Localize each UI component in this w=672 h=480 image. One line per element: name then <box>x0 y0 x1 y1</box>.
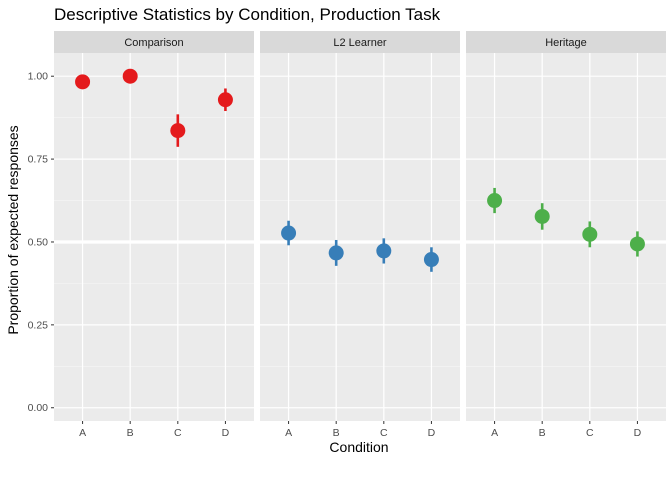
y-axis-title: Proportion of expected responses <box>5 125 21 334</box>
strip-background <box>466 31 666 53</box>
x-tick-label: B <box>127 427 134 439</box>
data-point <box>217 92 233 108</box>
strip-label: L2 Learner <box>333 37 387 49</box>
x-axis-title: Condition <box>329 439 388 455</box>
x-tick-label: C <box>174 427 182 439</box>
y-tick-label: 0.50 <box>28 236 49 248</box>
chart-title: Descriptive Statistics by Condition, Pro… <box>54 5 441 24</box>
y-tick-label: 0.25 <box>28 319 49 331</box>
x-tick-label: D <box>428 427 436 439</box>
y-tick-label: 1.00 <box>28 71 49 83</box>
panel-heritage: Heritage A B C D <box>466 31 666 439</box>
strip-label: Heritage <box>545 37 587 49</box>
y-tick-label: 0.75 <box>28 154 49 166</box>
x-tick-label: C <box>380 427 388 439</box>
data-point <box>534 208 550 224</box>
strip-background <box>54 31 254 53</box>
data-point <box>423 252 439 268</box>
x-tick-label: D <box>634 427 642 439</box>
data-point <box>281 225 297 241</box>
data-point <box>328 245 344 261</box>
x-tick-label: A <box>285 427 292 439</box>
data-point <box>170 123 186 139</box>
data-point <box>376 243 392 259</box>
x-tick-label: A <box>79 427 86 439</box>
x-tick-label: D <box>222 427 230 439</box>
data-point <box>582 226 598 242</box>
panel-l2-learner: L2 Learner A B C D <box>260 31 460 439</box>
panel-background <box>466 53 666 421</box>
x-tick-label: B <box>539 427 546 439</box>
strip-background <box>260 31 460 53</box>
data-point <box>75 74 91 90</box>
data-point <box>122 68 138 84</box>
data-point <box>629 236 645 252</box>
x-tick-label: B <box>333 427 340 439</box>
x-tick-label: C <box>586 427 594 439</box>
x-tick-label: A <box>491 427 498 439</box>
y-tick-label: 0.00 <box>28 402 49 414</box>
strip-label: Comparison <box>124 37 183 49</box>
data-point <box>487 193 503 209</box>
panel-background <box>54 53 254 421</box>
panel-comparison: Comparison A B C D <box>54 31 254 439</box>
